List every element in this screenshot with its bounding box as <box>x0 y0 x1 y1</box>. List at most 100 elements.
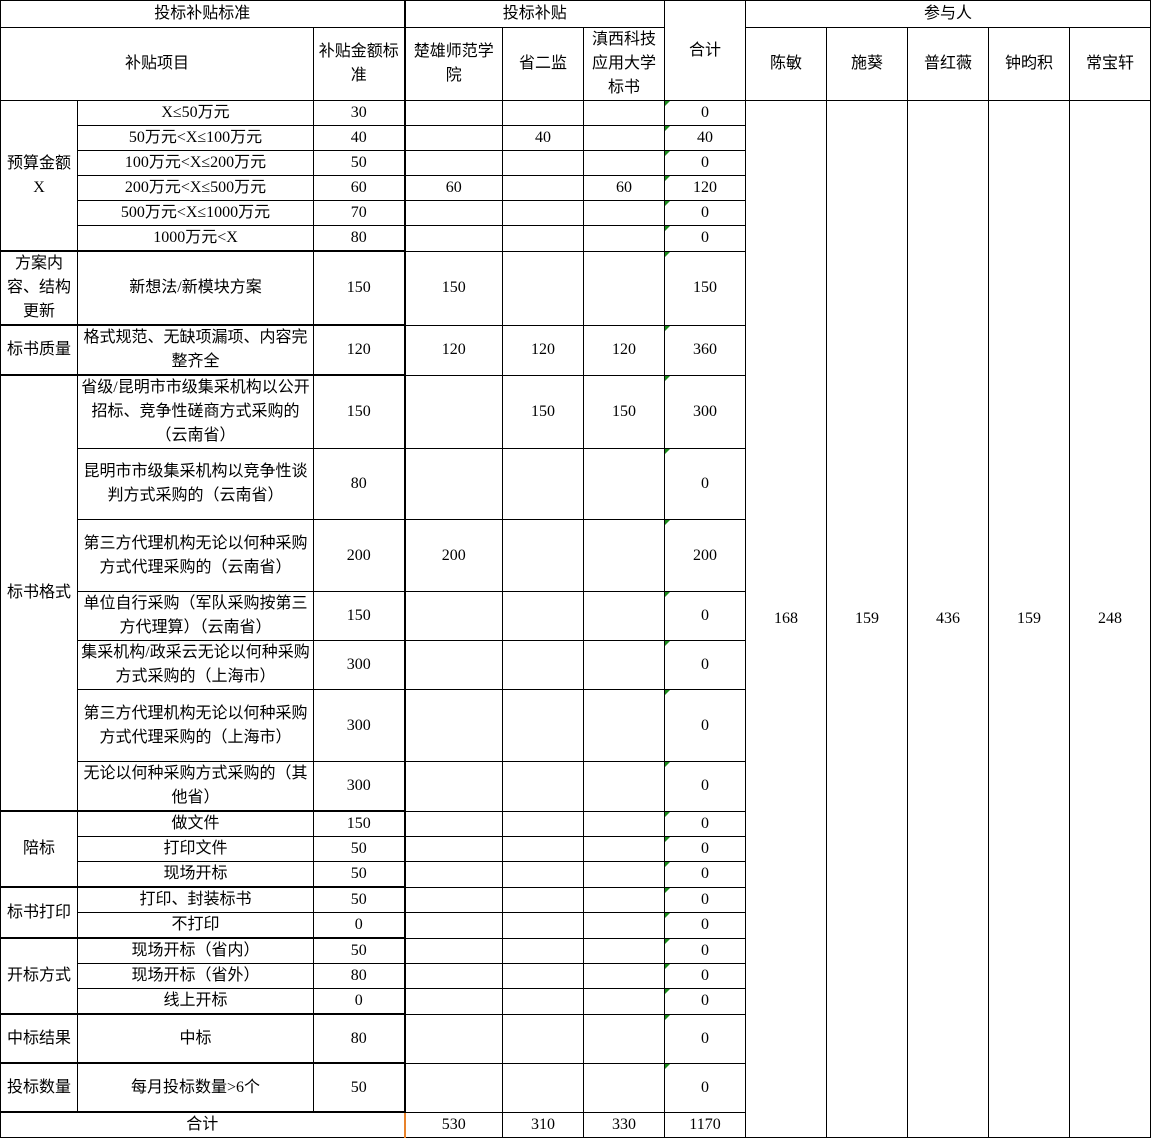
row-total: 0 <box>664 886 746 913</box>
item-label: 线上开标 <box>77 988 314 1015</box>
table-row: 500万元<X≤1000万元 70 0 <box>1 200 1151 226</box>
group-label: 中标结果 <box>0 1013 78 1064</box>
bid-amount <box>404 937 503 964</box>
bid-amount: 60 <box>404 175 503 201</box>
group-label: 标书格式 <box>0 374 78 812</box>
group-label: 标书打印 <box>0 886 78 939</box>
item-label: 单位自行采购（军队采购按第三方代理算）（云南省） <box>77 591 314 641</box>
bid-amount <box>404 150 503 176</box>
participant-name: 陈敏 <box>745 27 827 101</box>
amount-standard: 0 <box>313 988 406 1015</box>
bid-amount <box>502 200 584 226</box>
row-total: 0 <box>664 963 746 989</box>
row-total: 0 <box>664 861 746 888</box>
item-label: 昆明市市级集采机构以竞争性谈判方式采购的（云南省） <box>77 448 314 520</box>
bid-amount <box>502 250 584 326</box>
bid-amount <box>583 912 665 939</box>
bid-amount <box>502 175 584 201</box>
bid-amount <box>502 225 584 252</box>
header-standard-group: 投标补贴标准 <box>0 0 406 28</box>
amount-standard: 50 <box>313 1062 406 1113</box>
participant-value: 159 <box>826 100 908 1138</box>
table-row: 不打印 0 0 <box>1 912 1151 939</box>
bid-amount: 120 <box>404 324 503 376</box>
table-row: 1000万元<X 80 0 <box>1 225 1151 252</box>
item-label: 中标 <box>77 1013 314 1064</box>
table-row: 无论以何种采购方式采购的（其他省） 300 0 <box>1 761 1151 812</box>
header-total: 合计 <box>664 0 746 101</box>
amount-standard: 50 <box>313 861 406 888</box>
group-label: 投标数量 <box>0 1062 78 1113</box>
row-total: 200 <box>664 519 746 592</box>
bid-amount <box>583 225 665 252</box>
item-label: 现场开标（省内） <box>77 937 314 964</box>
bid-amount <box>583 250 665 326</box>
item-label: 集采机构/政采云无论以何种采购方式采购的（上海市） <box>77 640 314 690</box>
group-label: 方案内容、结构更新 <box>0 250 78 326</box>
table-row: 预算金额X X≤50万元 30 0 168 159 436 159 248 <box>0 100 1151 1138</box>
table-row: 现场开标 50 0 <box>1 861 1151 888</box>
row-total: 0 <box>664 100 746 126</box>
participant-value: 159 <box>988 100 1070 1138</box>
table-row: 标书打印 打印、封装标书 50 0 <box>0 886 1151 939</box>
bid-amount <box>583 689 665 762</box>
amount-standard: 50 <box>313 937 406 964</box>
bid-amount <box>404 1013 503 1064</box>
row-total: 0 <box>664 225 746 252</box>
bid-amount <box>583 640 665 690</box>
item-label: 第三方代理机构无论以何种采购方式代理采购的（云南省） <box>77 519 314 592</box>
bid-amount <box>404 374 503 449</box>
row-total: 0 <box>664 810 746 837</box>
bid-amount <box>502 100 584 126</box>
table-row: 200万元<X≤500万元 60 60 60 120 <box>1 175 1151 201</box>
item-label: 现场开标 <box>77 861 314 888</box>
header-bid-3: 滇西科技应用大学标书 <box>583 27 665 101</box>
row-total: 0 <box>664 1013 746 1064</box>
item-label: 100万元<X≤200万元 <box>77 150 314 176</box>
amount-standard: 80 <box>313 963 406 989</box>
amount-standard: 200 <box>313 519 406 592</box>
bid-amount: 150 <box>583 374 665 449</box>
bid-amount <box>502 810 584 837</box>
bid-amount <box>583 125 665 151</box>
bid-amount <box>404 912 503 939</box>
row-total: 0 <box>664 836 746 862</box>
amount-standard: 150 <box>313 810 406 837</box>
table-row: 第三方代理机构无论以何种采购方式代理采购的（上海市） 300 0 <box>1 689 1151 762</box>
item-label: 打印文件 <box>77 836 314 862</box>
amount-standard: 60 <box>313 175 406 201</box>
row-total: 0 <box>664 937 746 964</box>
item-label: 每月投标数量>6个 <box>77 1062 314 1113</box>
bid-amount <box>404 836 503 862</box>
table-row: 50万元<X≤100万元 40 40 40 <box>1 125 1151 151</box>
group-label: 预算金额X <box>0 100 78 252</box>
bid-amount <box>502 912 584 939</box>
bid-amount <box>502 1062 584 1113</box>
table-row: 方案内容、结构更新 新想法/新模块方案 150 150 150 <box>0 250 1151 326</box>
participant-name: 普红薇 <box>907 27 989 101</box>
amount-standard: 80 <box>313 1013 406 1064</box>
row-total: 0 <box>664 640 746 690</box>
bid-amount <box>404 100 503 126</box>
bid-amount: 60 <box>583 175 665 201</box>
bid-amount <box>502 988 584 1015</box>
amount-standard: 50 <box>313 886 406 913</box>
table-row: 第三方代理机构无论以何种采购方式代理采购的（云南省） 200 200 200 <box>1 519 1151 592</box>
bid-amount <box>583 988 665 1015</box>
bid-amount: 40 <box>502 125 584 151</box>
participant-value: 248 <box>1069 100 1151 1138</box>
bid-amount <box>404 448 503 520</box>
bid-amount <box>404 640 503 690</box>
bid-amount <box>583 591 665 641</box>
amount-standard: 70 <box>313 200 406 226</box>
bid-amount: 150 <box>502 374 584 449</box>
item-label: 做文件 <box>77 810 314 837</box>
amount-standard: 0 <box>313 912 406 939</box>
bid-amount <box>502 886 584 913</box>
header-bid-1: 楚雄师范学院 <box>404 27 503 101</box>
bid-amount <box>404 591 503 641</box>
header-participants-group: 参与人 <box>745 0 1151 28</box>
row-total: 360 <box>664 324 746 376</box>
row-total: 150 <box>664 250 746 326</box>
amount-standard: 40 <box>313 125 406 151</box>
